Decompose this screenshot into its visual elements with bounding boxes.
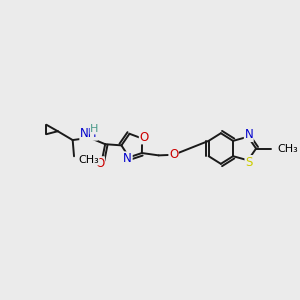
Text: CH₃: CH₃ [277,143,298,154]
Text: N: N [123,152,132,165]
Text: O: O [95,157,104,170]
Text: H: H [90,124,98,134]
Text: O: O [140,131,148,144]
Text: N: N [244,128,253,142]
Text: NH: NH [80,127,98,140]
Text: O: O [169,148,178,161]
Text: CH₃: CH₃ [78,155,99,165]
Text: S: S [245,156,252,169]
